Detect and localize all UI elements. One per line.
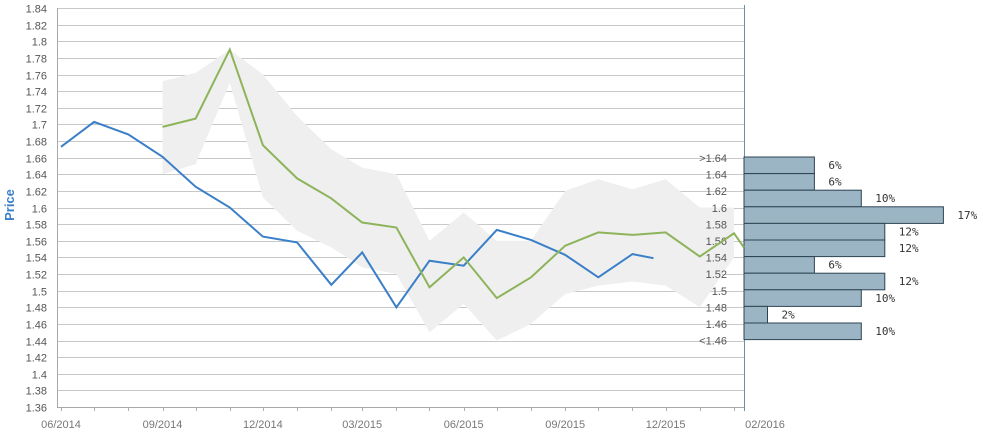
distribution-pct-label: 2%: [781, 308, 795, 321]
y-tick-label: 1.48: [26, 303, 47, 315]
distribution-pct-label: 12%: [899, 275, 919, 288]
distribution-pct-label: 10%: [875, 192, 895, 205]
y-tick-label: 1.4: [32, 370, 47, 382]
distribution-bar: [743, 256, 815, 274]
distribution-pct-label: 6%: [828, 176, 842, 189]
x-tick-label: 03/2015: [342, 419, 382, 431]
distribution-pct-label: 12%: [899, 225, 919, 238]
y-tick-label: 1.42: [26, 353, 47, 365]
distribution-bar: [743, 156, 815, 175]
distribution-bar: [743, 206, 944, 224]
distribution-pct-label: 12%: [899, 242, 919, 255]
axis-labels: 1.36 1.38 1.4 1.42 1.44 1.46 1.48 1.5 1.52 1.54 1.…: [26, 4, 785, 432]
x-tick-label: 12/2015: [646, 419, 686, 431]
series-line-2: [162, 47, 745, 300]
y-tick-label: 1.36: [26, 403, 47, 415]
y-tick-label: 1.68: [26, 137, 47, 149]
distribution-pct-label: 10%: [875, 292, 895, 305]
distribution-bin-label: 1.46: [706, 319, 727, 331]
distribution-bar: [743, 189, 862, 208]
y-tick-label: 1.58: [26, 220, 47, 232]
y-tick-label: 1.62: [26, 187, 47, 199]
y-tick-label: 1.82: [26, 21, 47, 33]
y-tick-label: 1.54: [26, 253, 47, 265]
series-line-1: [60, 120, 654, 310]
x-tick-label: 09/2014: [143, 419, 183, 431]
forecast-band: [162, 49, 734, 341]
distribution-bar: [743, 222, 886, 241]
distribution-pct-label: 17%: [957, 209, 977, 222]
y-tick-label: 1.74: [26, 87, 47, 99]
y-tick-label: 1.56: [26, 237, 47, 249]
distribution-bar: [743, 239, 886, 258]
distribution-bin-label: >1.64: [699, 153, 727, 165]
x-tick-label: 12/2014: [243, 419, 283, 431]
distribution-bin-label: 1.6: [712, 203, 727, 215]
distribution-bin-label: 1.5: [712, 286, 727, 298]
range-band: [162, 49, 734, 341]
y-tick-label: 1.66: [26, 154, 47, 166]
y-tick-label: 1.52: [26, 270, 47, 282]
distribution-bar: [743, 272, 886, 291]
distribution-bin-label: 1.52: [706, 269, 727, 281]
y-tick-label: 1.6: [32, 204, 47, 216]
series-lines: [60, 47, 745, 310]
distribution-bin-label: 1.62: [706, 186, 727, 198]
distribution-pct-label: 6%: [828, 159, 842, 172]
y-tick-label: 1.44: [26, 337, 47, 349]
distribution-bin-label: 1.56: [706, 236, 727, 248]
y-tick-label: 1.78: [26, 54, 47, 66]
distribution-pct-label: 6%: [828, 259, 842, 272]
y-tick-label: 1.84: [26, 4, 47, 16]
distribution-bar: [743, 289, 862, 307]
y-tick-label: 1.7: [32, 120, 47, 132]
distribution-bin-label: 1.58: [706, 219, 727, 231]
distribution-bar: [743, 305, 768, 324]
x-tick-label: 06/2015: [444, 419, 484, 431]
y-tick-label: 1.46: [26, 320, 47, 332]
y-tick-label: 1.8: [32, 37, 47, 49]
y-tick-label: 1.38: [26, 386, 47, 398]
distribution-pct-label: 10%: [875, 325, 895, 338]
distribution-bar: [743, 322, 862, 341]
distribution-bin-label: <1.46: [699, 336, 727, 348]
y-tick-label: 1.72: [26, 104, 47, 116]
x-tick-label: 06/2014: [41, 419, 81, 431]
price-distribution: >1.64 6% 1.64 6% 1.62 10% 1.6 17% 1.58 12% 1.56 12%…: [699, 153, 977, 348]
x-tick-label: 02/2016: [745, 419, 785, 431]
y-axis-title: Price: [2, 189, 17, 221]
distribution-bin-label: 1.54: [706, 253, 727, 265]
y-tick-label: 1.5: [32, 287, 47, 299]
distribution-bin-label: 1.64: [706, 170, 727, 182]
distribution-bin-label: 1.48: [706, 302, 727, 314]
y-tick-label: 1.64: [26, 170, 47, 182]
y-tick-label: 1.76: [26, 71, 47, 83]
x-tick-label: 09/2015: [545, 419, 585, 431]
distribution-bar: [743, 173, 815, 191]
